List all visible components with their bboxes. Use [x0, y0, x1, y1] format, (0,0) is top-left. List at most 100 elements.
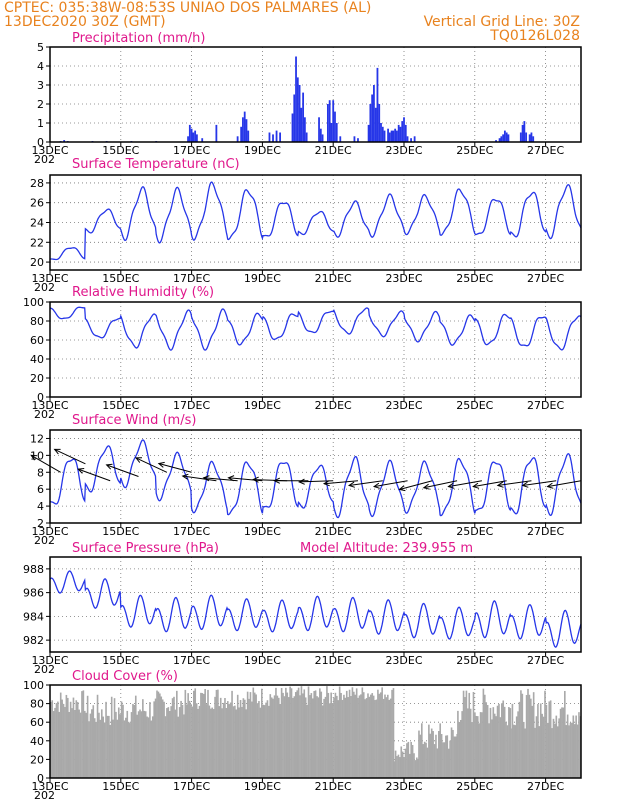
- cloud-x-tick-label: 21DEC: [315, 780, 352, 793]
- precipitation-bar: [401, 121, 404, 142]
- cloud-cover-bar: [530, 698, 532, 778]
- cloud-y-tick-label: 0: [37, 772, 44, 785]
- cloud-cover-bar: [193, 690, 195, 778]
- precipitation-bar: [268, 132, 271, 142]
- cloud-cover-bar: [201, 693, 204, 778]
- cloud-cover-bar: [320, 691, 323, 778]
- precipitation-bar: [380, 123, 382, 142]
- cloud-cover-bar: [345, 690, 348, 778]
- cloud-cover-bar: [263, 705, 266, 778]
- humidity-panel: Relative Humidity (%) 13DEC 15DEC 17DEC 19D…: [23, 285, 582, 421]
- precipitation-bar: [335, 123, 338, 142]
- cloud-cover-bar: [508, 707, 510, 778]
- cloud-cover-bar: [525, 695, 528, 778]
- precipitation-bar: [528, 134, 531, 142]
- cloud-cover-bar: [190, 704, 192, 778]
- rh-y-tick-label: 0: [37, 391, 44, 404]
- pres-x-tick-label: 15DEC: [102, 654, 139, 667]
- precipitation-bar: [328, 100, 331, 142]
- cloud-cover-bar: [64, 706, 66, 778]
- precipitation-bar: [413, 136, 416, 142]
- temp-series-line: [49, 181, 582, 261]
- cloud-cover-bar: [289, 686, 291, 778]
- rh-x-tick-label: 27DEC: [527, 399, 564, 412]
- cloud-cover-bar: [572, 715, 575, 778]
- cloud-cover-bar: [462, 690, 465, 778]
- cloud-cover-bar: [72, 697, 75, 778]
- cloud-cover-bar: [200, 692, 202, 778]
- cloud-cover-bar: [280, 688, 283, 778]
- cloud-cover-bar: [171, 698, 174, 778]
- cloud-cover-bar: [333, 697, 335, 778]
- rh-y-tick-label: 20: [30, 372, 44, 385]
- cloud-cover-bar: [569, 722, 572, 778]
- cloud-cover-bar: [453, 736, 456, 778]
- cloud-cover-bar: [85, 712, 88, 778]
- cloud-cover-bar: [499, 717, 502, 778]
- cloud-x-tick-label: 23DEC: [385, 780, 422, 793]
- cloud-cover-bar: [127, 721, 130, 778]
- cloud-cover-bar: [225, 707, 228, 778]
- cloud-cover-bar: [336, 695, 338, 778]
- cloud-cover-bar: [311, 698, 314, 778]
- cloud-cover-bar: [484, 694, 486, 778]
- precipitation-bar: [394, 128, 397, 142]
- cloud-cover-bar: [445, 735, 447, 778]
- cloud-cover-bar: [326, 686, 328, 778]
- cloud-cover-bar: [177, 716, 180, 778]
- wind-arrow-head: [472, 482, 480, 489]
- wind-arrow-head: [273, 477, 281, 484]
- cloud-cover-bar: [95, 721, 97, 778]
- cloud-cover-bar: [55, 703, 58, 778]
- cloud-cover-bar: [486, 705, 489, 778]
- pres-x-tick-label: 27DEC: [527, 654, 564, 667]
- cloud-cover-bar: [457, 710, 459, 778]
- cloud-cover-bar: [408, 753, 411, 778]
- cloud-cover-bar: [429, 733, 432, 778]
- cloud-cover-bar: [561, 707, 563, 778]
- cloud-cover-bar: [239, 699, 242, 778]
- precipitation-bar: [319, 128, 322, 142]
- cloud-cover-bar: [79, 712, 82, 778]
- cloud-cover-bar: [492, 707, 495, 778]
- wind-arrow-head: [347, 481, 355, 488]
- cloud-cover-bar: [347, 697, 349, 778]
- cloud-cover-bar: [75, 700, 78, 778]
- precip-y-tick-label: 1: [37, 117, 44, 130]
- cloud-cover-bar: [435, 734, 437, 778]
- cloud-cover-bar: [436, 748, 439, 778]
- cloud-cover-bar: [389, 698, 392, 778]
- cloud-cover-bar: [331, 703, 334, 778]
- cloud-cover-bar: [113, 698, 116, 778]
- precipitation-bar: [302, 92, 305, 142]
- precipitation-bar: [387, 128, 389, 142]
- cloud-cover-bar: [549, 700, 552, 778]
- cloud-cover-bar: [442, 742, 444, 778]
- wind-arrow: [423, 480, 458, 489]
- cloud-cover-bar: [317, 697, 320, 778]
- cloud-x-tick-label: 13DEC: [31, 780, 68, 793]
- pres-y-tick-label: 986: [23, 587, 44, 600]
- cloud-cover-bar: [465, 690, 468, 778]
- pres-frame: [49, 556, 582, 653]
- cloud-cover-title: Cloud Cover (%): [72, 669, 178, 684]
- precipitation-panel: Precipitation (mm/h) 13DEC 15DEC 17DEC 19DE…: [31, 31, 582, 166]
- temp-x-tick-label: 27DEC: [527, 272, 564, 285]
- precipitation-bar: [272, 134, 274, 142]
- cloud-cover-bar: [449, 740, 451, 778]
- cloud-cover-bar: [491, 719, 493, 778]
- precipitation-bar: [192, 132, 195, 142]
- cloud-cover-bar: [120, 701, 123, 778]
- cloud-cover-bar: [316, 696, 318, 778]
- precipitation-bar: [390, 130, 393, 142]
- cloud-cover-bar: [197, 708, 199, 778]
- cloud-cover-bar: [385, 697, 388, 778]
- cloud-cover-bar: [302, 693, 304, 778]
- cloud-cover-bar: [204, 689, 206, 778]
- wind-arrow-head: [372, 482, 380, 489]
- cloud-cover-bar: [355, 688, 358, 778]
- cloud-cover-bar: [153, 701, 155, 778]
- cloud-cover-bar: [134, 695, 137, 778]
- temp-x-tick-label: 23DEC: [385, 272, 422, 285]
- cloud-cover-bar: [234, 705, 236, 778]
